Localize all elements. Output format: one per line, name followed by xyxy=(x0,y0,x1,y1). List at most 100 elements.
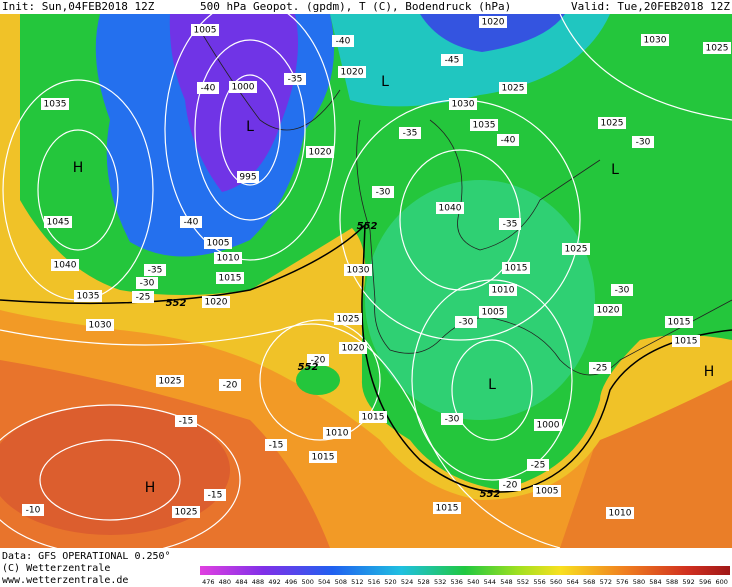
pressure-label-box xyxy=(156,375,184,387)
pressure-label-box xyxy=(339,342,367,354)
pressure-label: 1005 xyxy=(194,26,217,36)
pressure-center: L xyxy=(381,74,389,90)
scale-label: 596 xyxy=(699,578,711,586)
temperature-label-box xyxy=(219,379,241,391)
website: www.wetterzentrale.de xyxy=(2,575,128,586)
pressure-label-box xyxy=(309,451,337,463)
geopotential-label: 552 xyxy=(298,362,319,373)
temperature-label: -35 xyxy=(403,129,418,139)
temperature-label: -30 xyxy=(459,318,474,328)
isobar xyxy=(259,319,381,441)
pressure-label: 1035 xyxy=(44,100,67,110)
scale-label: 476 xyxy=(202,578,214,586)
pressure-label: 995 xyxy=(239,173,256,183)
temperature-label: -15 xyxy=(208,491,223,501)
pressure-label: 1010 xyxy=(326,429,349,439)
pressure-label-box xyxy=(216,272,244,284)
pressure-label: 1030 xyxy=(89,321,112,331)
pressure-label-box xyxy=(306,146,334,158)
temperature-label: -15 xyxy=(179,417,194,427)
pressure-label-box xyxy=(534,419,562,431)
temperature-label: -15 xyxy=(269,441,284,451)
pressure-label: 1030 xyxy=(347,266,370,276)
contour-552 xyxy=(0,223,732,493)
pressure-label-box xyxy=(323,427,351,439)
pressure-label: 1025 xyxy=(565,245,588,255)
scale-label: 532 xyxy=(434,578,446,586)
pressure-label: 1025 xyxy=(502,84,525,94)
temperature-label-box xyxy=(611,284,633,296)
temperature-label-box xyxy=(197,82,219,94)
coastline xyxy=(199,29,341,131)
pressure-label-box xyxy=(533,485,561,497)
pressure-label: 1015 xyxy=(668,318,691,328)
temperature-label: -30 xyxy=(615,286,630,296)
teal-zone xyxy=(365,180,595,420)
pressure-label: 1015 xyxy=(312,453,335,463)
pressure-label: 1015 xyxy=(505,264,528,274)
temperature-label: -30 xyxy=(376,188,391,198)
temperature-label: -40 xyxy=(201,84,216,94)
pressure-label-box xyxy=(436,202,464,214)
copyright: (C) Wetterzentrale xyxy=(2,563,110,574)
temperature-label-box xyxy=(132,291,154,303)
pressure-label-box xyxy=(86,319,114,331)
pressure-label-box xyxy=(489,284,517,296)
isobar xyxy=(37,129,119,251)
map-area: 1005 1000 995 1005 1010 1015 1020 1020 1020 1020 1… xyxy=(0,14,732,548)
scale-label: 588 xyxy=(666,578,678,586)
data-source: Data: GFS OPERATIONAL 0.250° xyxy=(2,551,171,562)
temperature-label: -20 xyxy=(223,381,238,391)
pressure-label-box xyxy=(214,252,242,264)
pressure-label-box xyxy=(598,117,626,129)
scale-label: 556 xyxy=(533,578,545,586)
geopotential-label: 552 xyxy=(480,489,501,500)
pressure-label-box xyxy=(44,216,72,228)
pressure-label-box xyxy=(51,259,79,271)
temperature-label-box xyxy=(441,54,463,66)
temperature-label: -25 xyxy=(136,293,151,303)
scale-label: 576 xyxy=(616,578,628,586)
hot-zone xyxy=(0,405,230,535)
temperature-label-box xyxy=(527,459,549,471)
pressure-label-box xyxy=(237,171,259,183)
temperature-label-box xyxy=(22,504,44,516)
cyan-zone xyxy=(330,14,610,107)
temperature-label-box xyxy=(332,35,354,47)
isobar xyxy=(451,339,533,441)
purple-zone xyxy=(169,14,299,192)
temperature-label-box xyxy=(441,413,463,425)
pressure-label: 1010 xyxy=(492,286,515,296)
temperature-label-box xyxy=(589,362,611,374)
temperature-label: -25 xyxy=(531,461,546,471)
temperature-label-box xyxy=(204,489,226,501)
pressure-label-box xyxy=(606,507,634,519)
pressure-label-box xyxy=(562,243,590,255)
pressure-label: 1025 xyxy=(175,508,198,518)
pressure-label-box xyxy=(229,81,257,93)
pressure-label: 1020 xyxy=(342,344,365,354)
scale-label: 516 xyxy=(368,578,380,586)
pressure-label: 1020 xyxy=(309,148,332,158)
temperature-label-box xyxy=(284,73,306,85)
pressure-center: L xyxy=(611,162,619,178)
pressure-label-box xyxy=(672,335,700,347)
valid-time: Valid: Tue,20FEB2018 12Z xyxy=(571,0,730,13)
scale-label: 528 xyxy=(417,578,429,586)
scale-label: 592 xyxy=(682,578,694,586)
temperature-label: -20 xyxy=(311,356,326,366)
scale-label: 560 xyxy=(550,578,562,586)
map-title: 500 hPa Geopot. (gpdm), T (C), Bodendruc… xyxy=(200,0,511,13)
temperature-label: -30 xyxy=(636,138,651,148)
scale-label: 492 xyxy=(268,578,280,586)
scale-label: 508 xyxy=(335,578,347,586)
scale-label: 540 xyxy=(467,578,479,586)
pressure-label: 1005 xyxy=(536,487,559,497)
scale-label: 512 xyxy=(351,578,363,586)
temperature-label-box xyxy=(497,134,519,146)
pressure-label: 1005 xyxy=(482,308,505,318)
temperature-label: -25 xyxy=(593,364,608,374)
temperature-label: -35 xyxy=(503,220,518,230)
scale-label: 552 xyxy=(517,578,529,586)
